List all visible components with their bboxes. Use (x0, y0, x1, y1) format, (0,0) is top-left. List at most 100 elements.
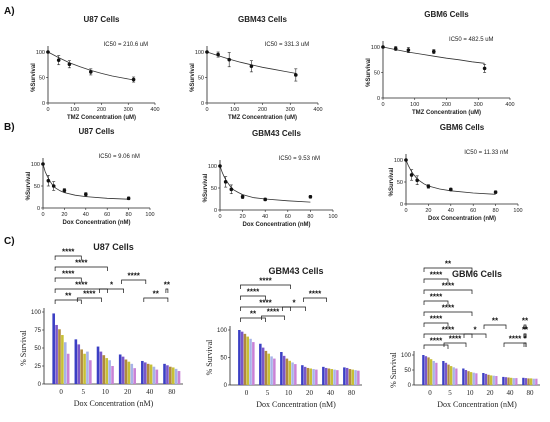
x-tick-label: 100 (513, 208, 522, 214)
x-axis-label: Dox Concentration (nM) (63, 220, 131, 226)
significance-label: **** (442, 326, 455, 335)
bar (315, 369, 318, 385)
x-axis-label: Dox Concentration (nM) (74, 399, 154, 408)
x-tick-label: 80 (307, 214, 313, 220)
x-tick-label: 0 (41, 212, 44, 218)
x-tick-label: 0 (46, 107, 49, 113)
x-tick-label: 5 (448, 389, 452, 397)
bar (77, 344, 81, 384)
significance-bracket (423, 333, 473, 338)
ic50-annotation: IC50 = 210.6 uM (104, 42, 149, 48)
data-point (415, 178, 420, 183)
bar (324, 367, 328, 385)
x-tick-label: 0 (205, 107, 208, 113)
y-axis-label: % Survival (19, 329, 28, 366)
significance-label: ** (153, 290, 160, 299)
x-axis-label: TMZ Concentration (uM) (412, 110, 481, 116)
x-tick-label: 400 (313, 107, 322, 113)
data-point (381, 45, 385, 49)
bar (343, 367, 346, 385)
bar (442, 361, 445, 385)
bar (294, 364, 297, 385)
bar (333, 369, 336, 385)
fit-curve (47, 51, 134, 81)
bar (102, 355, 106, 384)
x-tick-label: 40 (507, 389, 515, 397)
bar (177, 371, 181, 384)
dose-response-plot: GBM43 Cells 0 100 200 300 400 0 50 100 TMZ Concen… (190, 15, 323, 121)
significance-bracket (54, 277, 82, 282)
bar (507, 377, 510, 385)
x-tick-label: 80 (168, 388, 176, 396)
bar (327, 368, 331, 385)
bar (522, 377, 525, 385)
x-tick-label: 10 (102, 388, 110, 396)
y-tick-label: 0 (224, 383, 228, 389)
bar (422, 355, 425, 385)
data-point (126, 196, 131, 201)
significance-bracket (76, 297, 102, 302)
y-tick-label: 100 (208, 164, 217, 170)
significance-label: **** (247, 288, 260, 297)
bar (280, 352, 283, 385)
significance-label: **** (127, 272, 140, 281)
bar (452, 367, 455, 385)
y-axis-label: %Survival (203, 173, 209, 202)
bar (124, 359, 128, 384)
bar (444, 362, 448, 385)
data-point (56, 58, 61, 62)
data-point (84, 192, 88, 197)
bar (89, 360, 92, 384)
bar (111, 366, 114, 384)
bar (450, 366, 453, 385)
bar (83, 353, 86, 384)
y-axis-label: %Survival (31, 63, 37, 92)
y-tick-label: 0 (408, 383, 412, 389)
bar (430, 359, 433, 385)
bar (467, 371, 470, 385)
data-point (249, 64, 254, 69)
y-tick-label: 0 (214, 208, 217, 214)
significance-bracket (282, 306, 306, 311)
bar (152, 366, 156, 384)
significance-label: ** (522, 326, 529, 335)
y-axis-label: %Survival (190, 63, 196, 92)
grouped-bar-plot: GBM6 Cells 0 50 100 0 5 10 20 40 80 Dox Concentrat… (389, 260, 540, 409)
bar (86, 351, 89, 384)
fit-curve (219, 165, 311, 203)
data-point (205, 50, 209, 54)
x-axis-label: Dox Concentration (nM) (243, 222, 311, 228)
chart-title: GBM43 Cells (268, 266, 323, 276)
data-point (131, 77, 136, 82)
x-tick-label: 100 (70, 107, 79, 113)
data-point (404, 158, 408, 162)
bar (512, 378, 515, 385)
significance-bracket (143, 297, 169, 302)
significance-bracket (483, 324, 507, 329)
bar (482, 373, 485, 385)
x-tick-label: 40 (327, 389, 335, 397)
bar (99, 351, 103, 384)
panel-label-c: C) (4, 236, 15, 247)
significance-label: ** (250, 310, 257, 319)
significance-bracket (463, 333, 487, 338)
bar (484, 373, 488, 385)
bar (527, 378, 530, 385)
x-tick-label: 20 (425, 208, 431, 214)
significance-label: **** (75, 259, 88, 268)
x-tick-label: 60 (285, 214, 291, 220)
data-point (393, 46, 398, 51)
bar (464, 370, 468, 385)
y-tick-label: 0 (400, 202, 403, 208)
y-tick-label: 100 (371, 45, 380, 51)
x-tick-label: 200 (258, 107, 267, 113)
bar (303, 366, 307, 385)
significance-label: **** (75, 281, 88, 290)
fit-curve (405, 159, 496, 195)
panel-label-a: A) (4, 6, 15, 17)
bar (121, 356, 125, 384)
bar (504, 377, 508, 385)
bar (535, 378, 538, 385)
chart-title: GBM6 Cells (440, 123, 485, 132)
